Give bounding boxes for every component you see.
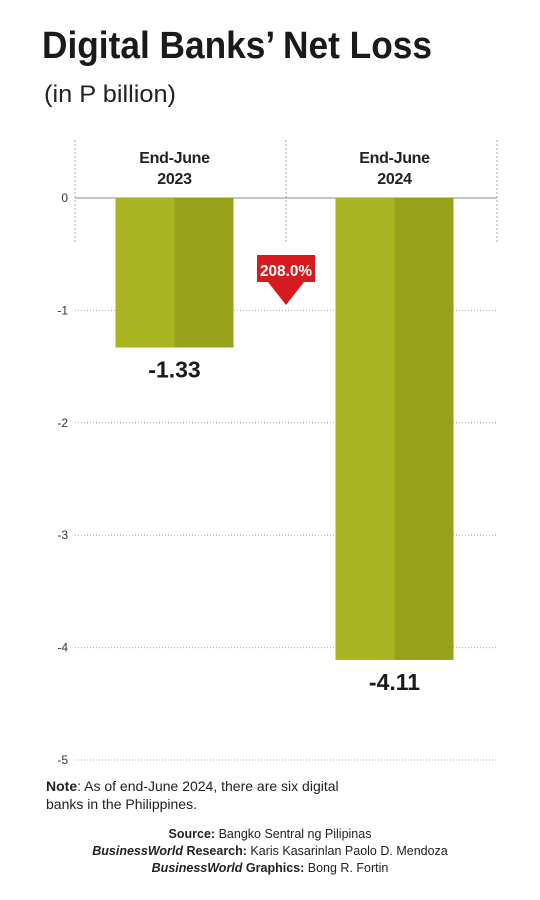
chart-subtitle: (in P billion): [44, 81, 176, 108]
annotation-arrow: [257, 255, 315, 305]
credit-label: Research:: [186, 844, 247, 858]
credit-text: Karis Kasarinlan Paolo D. Mendoza: [250, 844, 448, 858]
y-tick-label: -4: [57, 641, 68, 655]
x-tick-label: End-June 2024: [359, 150, 430, 188]
credit-label: Source:: [168, 827, 216, 841]
y-tick-label: -1: [57, 303, 68, 317]
credit-brand: BusinessWorld: [92, 844, 183, 858]
credit-label: Graphics:: [245, 861, 305, 875]
credit-line: BusinessWorld Research: Karis Kasarinlan…: [0, 843, 540, 860]
credit-line: BusinessWorld Graphics: Bong R. Fortin: [0, 860, 540, 877]
chart-title: Digital Banks’ Net Loss: [42, 25, 432, 67]
credit-text: Bong R. Fortin: [307, 861, 389, 875]
credit-brand: BusinessWorld: [151, 861, 243, 875]
bar: [115, 198, 234, 348]
y-tick-label: -5: [57, 753, 68, 767]
y-tick-label: -2: [57, 416, 68, 430]
annotation-text: 208.0%: [260, 263, 312, 280]
bar: [335, 198, 454, 660]
credits: Source: Bangko Sentral ng Pilipinas Busin…: [0, 826, 540, 877]
note-text: : As of end-June 2024, there are six dig…: [46, 778, 339, 812]
note: Note: As of end-June 2024, there are six…: [46, 777, 376, 813]
y-tick-label: 0: [61, 191, 68, 205]
x-tick-label: End-June 2023: [139, 150, 210, 188]
bar-shade: [394, 198, 454, 660]
credit-line: Source: Bangko Sentral ng Pilipinas: [0, 826, 540, 843]
credit-text: Bangko Sentral ng Pilipinas: [218, 827, 372, 841]
note-label: Note: [46, 778, 78, 794]
value-label: -4.11: [369, 669, 420, 695]
bar-shade: [174, 198, 234, 348]
y-tick-label: -3: [57, 528, 68, 542]
value-label: -1.33: [148, 356, 200, 382]
